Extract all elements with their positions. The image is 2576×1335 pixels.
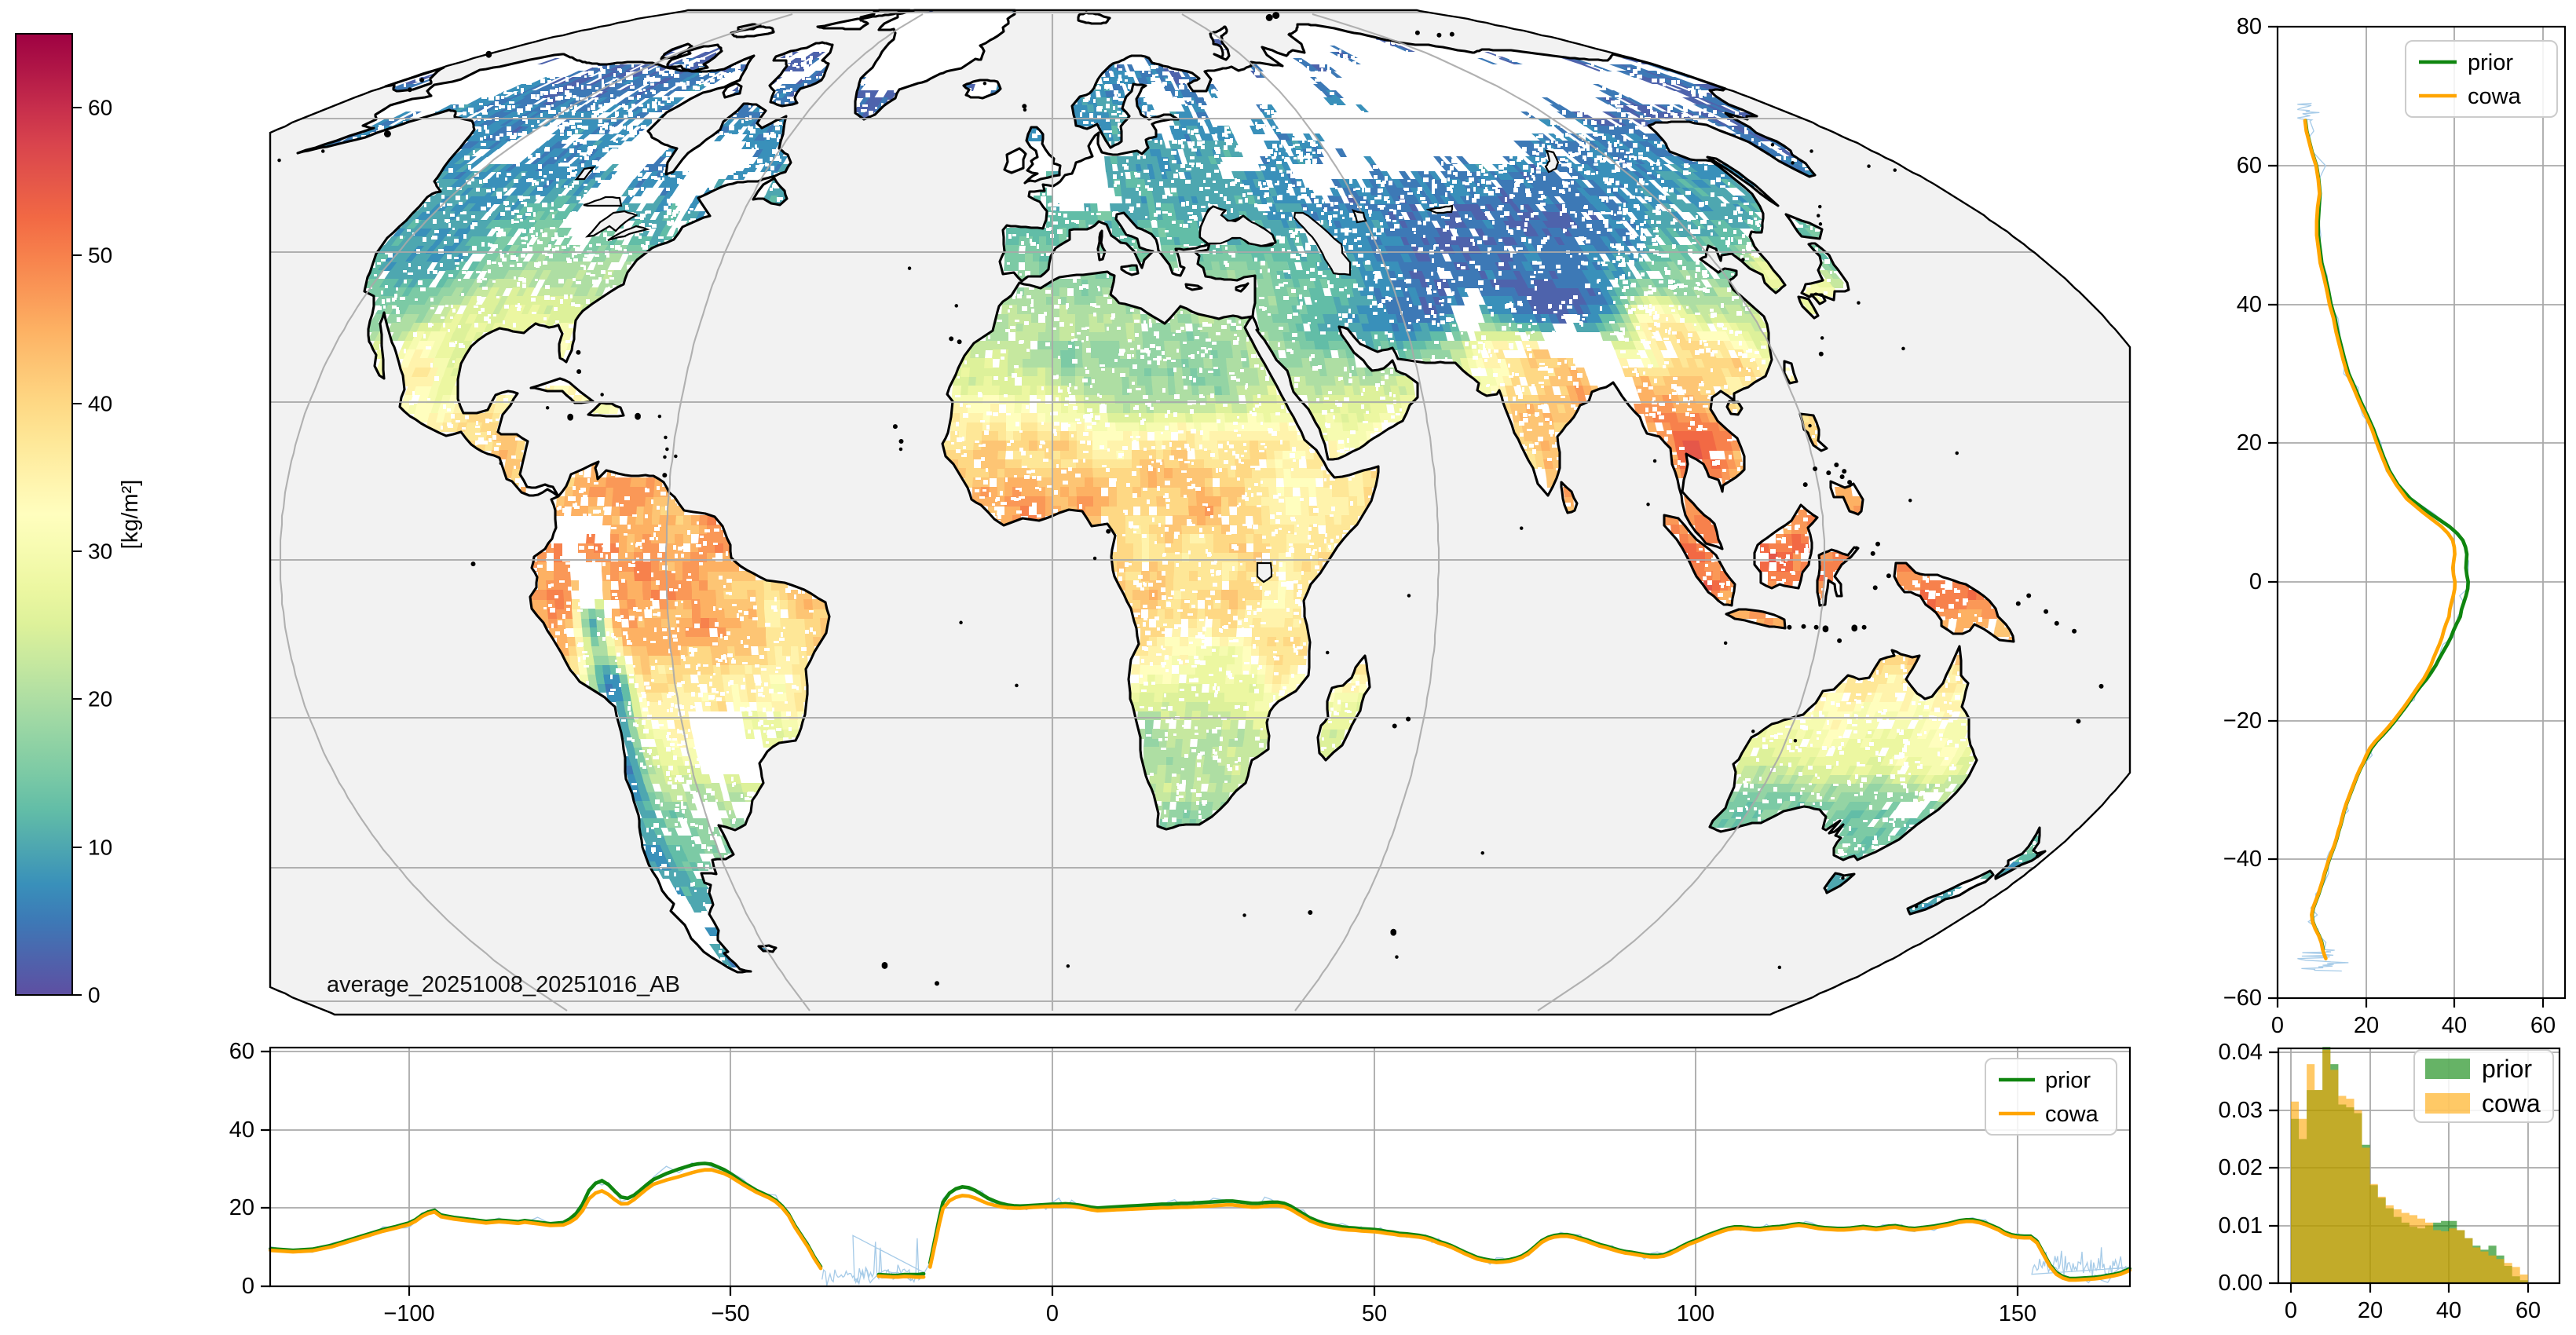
svg-text:0: 0	[2249, 569, 2262, 594]
svg-text:10: 10	[88, 836, 112, 860]
svg-text:0: 0	[2285, 1298, 2297, 1323]
svg-text:20: 20	[2237, 430, 2262, 455]
svg-text:−50: −50	[711, 1301, 749, 1326]
svg-text:average_20251008_20251016_AB: average_20251008_20251016_AB	[327, 972, 680, 997]
svg-text:0.04: 0.04	[2219, 1040, 2263, 1065]
svg-text:0.03: 0.03	[2219, 1098, 2263, 1123]
svg-text:150: 150	[1999, 1301, 2036, 1326]
svg-text:60: 60	[88, 96, 112, 120]
svg-text:0: 0	[88, 983, 101, 1008]
svg-text:60: 60	[229, 1039, 254, 1064]
svg-text:60: 60	[2516, 1298, 2541, 1323]
svg-text:20: 20	[229, 1195, 254, 1220]
svg-text:40: 40	[88, 392, 112, 416]
svg-text:60: 60	[2530, 1013, 2556, 1038]
svg-text:40: 40	[2436, 1298, 2461, 1323]
svg-text:cowa: cowa	[2468, 84, 2522, 109]
svg-text:cowa: cowa	[2482, 1089, 2541, 1117]
svg-text:prior: prior	[2045, 1068, 2091, 1093]
svg-text:30: 30	[88, 539, 112, 564]
svg-text:−20: −20	[2223, 708, 2262, 733]
svg-text:−40: −40	[2223, 847, 2262, 872]
svg-text:20: 20	[2354, 1013, 2379, 1038]
svg-text:40: 40	[2442, 1013, 2467, 1038]
svg-text:0.01: 0.01	[2219, 1213, 2263, 1238]
svg-text:60: 60	[2237, 153, 2262, 178]
svg-text:100: 100	[1677, 1301, 1714, 1326]
svg-text:40: 40	[229, 1117, 254, 1143]
svg-text:40: 40	[2237, 292, 2262, 317]
svg-text:0: 0	[1046, 1301, 1059, 1326]
svg-text:cowa: cowa	[2045, 1102, 2099, 1127]
svg-text:0.00: 0.00	[2219, 1271, 2263, 1296]
svg-text:prior: prior	[2468, 50, 2513, 75]
svg-text:0: 0	[242, 1274, 254, 1299]
svg-text:−60: −60	[2223, 986, 2262, 1011]
svg-text:0.02: 0.02	[2219, 1155, 2263, 1180]
svg-text:0: 0	[2271, 1013, 2284, 1038]
svg-text:prior: prior	[2482, 1055, 2532, 1083]
svg-text:50: 50	[1362, 1301, 1387, 1326]
svg-text:[kg/m²]: [kg/m²]	[118, 480, 143, 550]
svg-text:50: 50	[88, 243, 112, 268]
svg-text:80: 80	[2237, 14, 2262, 39]
svg-text:20: 20	[88, 687, 112, 711]
svg-text:−100: −100	[383, 1301, 434, 1326]
svg-text:20: 20	[2358, 1298, 2383, 1323]
